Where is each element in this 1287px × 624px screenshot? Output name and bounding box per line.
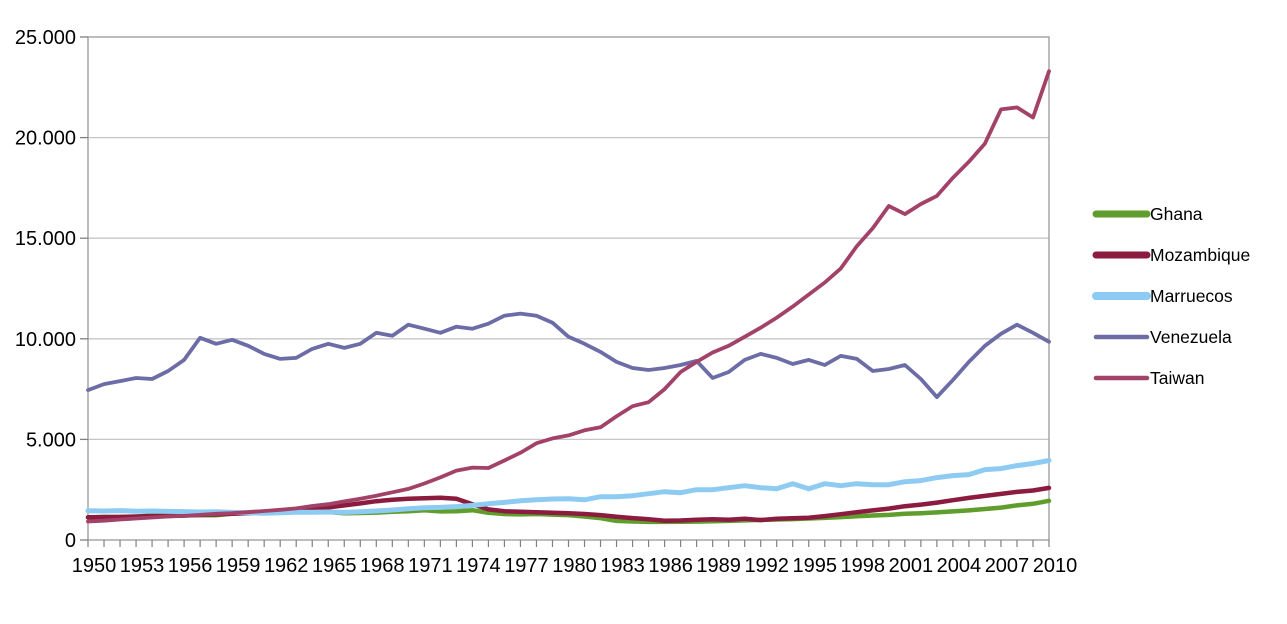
legend-label-mozambique: Mozambique — [1150, 245, 1250, 265]
x-axis-label-1971: 1971 — [408, 555, 453, 577]
x-axis-label-1998: 1998 — [841, 555, 886, 577]
x-axis-label-1983: 1983 — [600, 555, 645, 577]
y-axis-label-5000: 5.000 — [26, 429, 76, 451]
x-axis-label-2004: 2004 — [937, 555, 982, 577]
x-axis-label-1995: 1995 — [793, 555, 838, 577]
x-axis-label-1953: 1953 — [120, 555, 165, 577]
series-line-taiwan — [86, 69, 1051, 524]
x-axis-label-1977: 1977 — [504, 555, 549, 577]
x-axis-label-1959: 1959 — [216, 555, 261, 577]
x-axis-label-1950: 1950 — [72, 555, 117, 577]
y-axis-label-20000: 20.000 — [15, 128, 76, 150]
x-axis-label-1980: 1980 — [552, 555, 597, 577]
legend-label-marruecos: Marruecos — [1150, 286, 1233, 306]
x-axis-label-1989: 1989 — [696, 555, 741, 577]
y-axis-label-25000: 25.000 — [15, 27, 76, 49]
x-axis-label-1956: 1956 — [168, 555, 213, 577]
series-line-venezuela — [86, 311, 1051, 400]
x-axis-label-1965: 1965 — [312, 555, 357, 577]
x-axis-label-1962: 1962 — [264, 555, 309, 577]
legend-label-taiwan: Taiwan — [1150, 368, 1204, 388]
y-axis-label-10000: 10.000 — [15, 329, 76, 351]
y-axis-label-15000: 15.000 — [15, 228, 76, 250]
x-axis-label-1974: 1974 — [456, 555, 501, 577]
x-axis-label-1992: 1992 — [744, 555, 789, 577]
x-axis-label-1968: 1968 — [360, 555, 405, 577]
x-axis-label-2001: 2001 — [889, 555, 934, 577]
y-axis-label-0: 0 — [65, 530, 76, 552]
x-axis-label-2010: 2010 — [1033, 555, 1078, 577]
x-axis-label-2007: 2007 — [985, 555, 1030, 577]
legend-label-ghana: Ghana — [1150, 204, 1203, 224]
x-axis-label-1986: 1986 — [648, 555, 693, 577]
legend-label-venezuela: Venezuela — [1150, 327, 1232, 347]
